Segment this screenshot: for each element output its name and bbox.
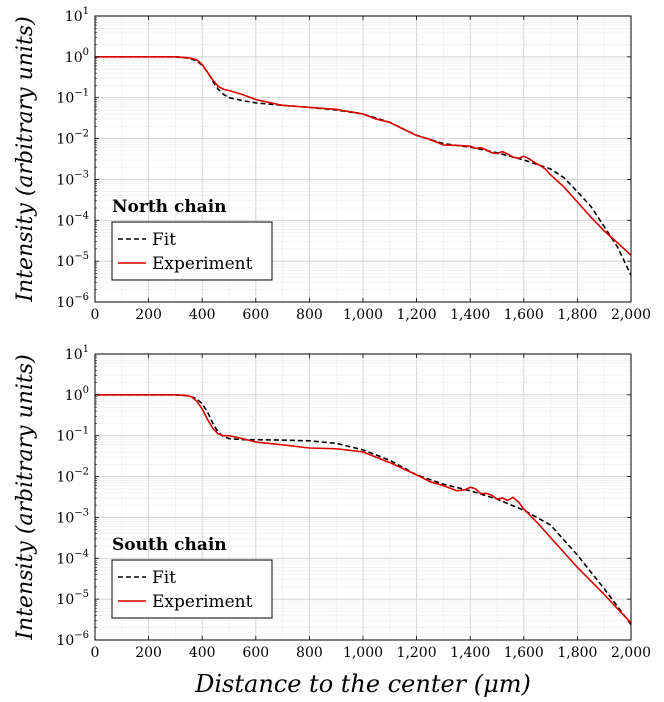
x-tick-label: 400 [189, 645, 216, 661]
series-layer [95, 56, 631, 276]
y-tick-label: 10−2 [56, 129, 89, 148]
series-line-experiment [95, 394, 631, 624]
y-tick-label: 10−5 [56, 251, 89, 270]
axis-ticks: 0 200 400 600 800 1,000 1,200 1,400 1,600 1,800 2,… [56, 6, 651, 323]
legend-fit-label: Fit [152, 568, 176, 588]
x-tick-label: 1,000 [343, 645, 383, 661]
x-tick-label: 0 [91, 645, 100, 661]
x-tick-label: 1,600 [504, 645, 544, 661]
x-tick-label: 600 [242, 645, 269, 661]
legend-fit-label: Fit [152, 230, 176, 250]
x-tick-label: 800 [296, 307, 323, 323]
y-axis-label: Intensity (arbitrary units) [13, 354, 38, 640]
y-tick-label: 10−6 [56, 630, 89, 649]
x-tick-label: 1,600 [504, 307, 544, 323]
y-tick-label: 10−4 [56, 210, 89, 229]
chart-south: 0 200 400 600 800 1,000 1,200 1,400 1,600 1,800 2,… [13, 344, 651, 661]
series-line-experiment [95, 56, 631, 256]
x-tick-label: 1,400 [450, 645, 490, 661]
x-tick-label: 1,800 [557, 307, 597, 323]
y-tick-label: 10−6 [56, 292, 89, 311]
x-tick-label: 1,200 [397, 645, 437, 661]
chart-title: North chain [112, 197, 227, 217]
x-tick-label: 200 [135, 307, 162, 323]
legend: Fit Experiment [111, 221, 273, 281]
x-tick-label: 600 [242, 307, 269, 323]
legend-experiment-label: Experiment [152, 592, 253, 612]
x-tick-label: 400 [189, 307, 216, 323]
x-axis-label: Distance to the center (μm) [194, 670, 531, 698]
y-tick-label: 10−1 [56, 426, 89, 445]
x-tick-label: 1,200 [397, 307, 437, 323]
y-tick-label: 10−5 [56, 589, 89, 608]
series-layer [95, 394, 631, 625]
y-tick-label: 10−1 [56, 88, 89, 107]
series-line-fit [95, 394, 631, 625]
x-tick-label: 2,000 [611, 645, 651, 661]
x-tick-label: 200 [135, 645, 162, 661]
x-tick-label: 1,800 [557, 645, 597, 661]
x-tick-label: 2,000 [611, 307, 651, 323]
y-tick-label: 10−2 [56, 467, 89, 486]
axis-ticks: 0 200 400 600 800 1,000 1,200 1,400 1,600 1,800 2,… [56, 344, 651, 661]
chart-north: 0 200 400 600 800 1,000 1,200 1,400 1,600 1,800 2,… [13, 6, 651, 323]
x-tick-label: 0 [91, 307, 100, 323]
x-tick-label: 1,000 [343, 307, 383, 323]
y-tick-label: 100 [65, 47, 89, 66]
y-tick-label: 10−3 [56, 169, 89, 188]
y-axis-label: Intensity (arbitrary units) [13, 16, 38, 302]
x-tick-label: 800 [296, 645, 323, 661]
x-tick-label: 1,400 [450, 307, 490, 323]
chart-title: South chain [112, 535, 227, 555]
y-tick-label: 10−4 [56, 548, 89, 567]
y-tick-label: 10−3 [56, 507, 89, 526]
legend-experiment-label: Experiment [152, 254, 253, 274]
legend: Fit Experiment [111, 559, 273, 619]
y-tick-label: 100 [65, 385, 89, 404]
legend-box [111, 559, 273, 619]
legend-box [111, 221, 273, 281]
grid [95, 16, 631, 302]
y-tick-label: 101 [65, 344, 89, 363]
y-tick-label: 101 [65, 6, 89, 25]
